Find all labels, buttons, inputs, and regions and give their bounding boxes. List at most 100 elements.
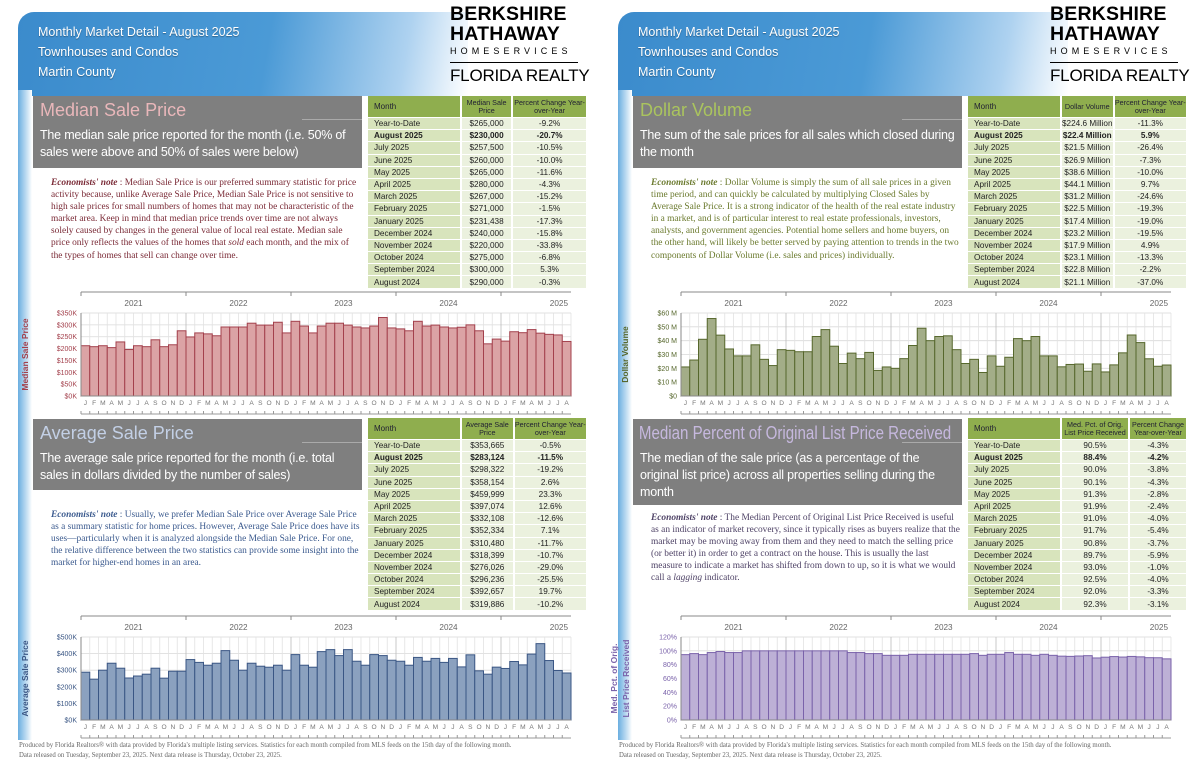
- month-label: A: [849, 724, 854, 731]
- bar: [448, 327, 458, 397]
- month-cell: February 2025: [368, 203, 460, 215]
- table-row: June 2025 $358,154 2.6%: [368, 476, 586, 488]
- column-header: Percent Change Year-over-Year: [1114, 96, 1186, 117]
- value-cell: $392,657: [462, 586, 513, 598]
- month-label: A: [1129, 724, 1134, 731]
- bar: [1039, 355, 1049, 397]
- bar: [785, 349, 796, 397]
- month-label: M: [823, 724, 829, 731]
- value-cell: 92.5%: [1062, 574, 1129, 586]
- bar: [378, 317, 388, 397]
- bar: [1109, 656, 1119, 721]
- table-row: May 2025 91.3% -2.8%: [968, 488, 1186, 500]
- bar: [1161, 364, 1172, 397]
- table-row: October 2024 $275,000 -6.8%: [368, 252, 586, 264]
- bar: [750, 650, 761, 721]
- month-label: S: [963, 400, 968, 407]
- table-row: August 2024 $21.1 Million -37.0%: [968, 276, 1186, 288]
- bar: [500, 667, 511, 721]
- month-cell: Year-to-Date: [968, 118, 1060, 130]
- bar: [133, 345, 143, 397]
- month-label: M: [310, 724, 316, 731]
- y-tick-label: $100K: [57, 701, 78, 708]
- y-tick-label: $400K: [57, 651, 78, 658]
- month-label: F: [797, 724, 801, 731]
- month-label: S: [468, 400, 473, 407]
- month-label: O: [1077, 400, 1082, 407]
- month-label: A: [354, 400, 359, 407]
- bar: [1091, 363, 1102, 397]
- month-label: M: [910, 724, 916, 731]
- y-tick-label: $250K: [57, 334, 78, 341]
- y-tick-label: $0K: [65, 394, 78, 401]
- bar: [978, 654, 988, 721]
- month-label: J: [1147, 400, 1150, 407]
- month-cell: December 2024: [368, 549, 460, 561]
- month-label: D: [389, 724, 394, 731]
- note-text: : Median Sale Price is our preferred sum…: [51, 178, 357, 249]
- month-label: J: [294, 724, 297, 731]
- bar: [969, 358, 979, 397]
- logo-line-2: HATHAWAY: [450, 23, 560, 45]
- month-label: J: [504, 724, 507, 731]
- bar: [1039, 653, 1049, 721]
- table-row: August 2024 $319,886 -10.2%: [368, 598, 586, 610]
- month-label: F: [797, 400, 801, 407]
- table-header-row: Month Average Sale Price Percent Change Ye…: [368, 418, 586, 439]
- table-row: March 2025 $31.2 Million -24.6%: [968, 191, 1186, 203]
- bar: [1013, 653, 1023, 721]
- month-label: J: [337, 724, 340, 731]
- month-label: F: [407, 724, 411, 731]
- month-label: M: [1033, 724, 1039, 731]
- change-cell: 19.7%: [514, 586, 586, 598]
- bar: [1100, 371, 1111, 397]
- column-header: Month: [968, 96, 1060, 117]
- table-row: December 2024 $23.2 Million -19.5%: [968, 227, 1186, 239]
- value-cell: $298,322: [462, 464, 513, 476]
- change-cell: -10.0%: [1114, 166, 1186, 178]
- bar: [526, 653, 537, 721]
- month-label: A: [709, 724, 714, 731]
- month-label: M: [433, 400, 439, 407]
- table-row: April 2025 $397,074 12.6%: [368, 500, 586, 513]
- bar: [768, 365, 778, 397]
- bar: [1126, 655, 1137, 721]
- value-cell: $283,124: [462, 452, 513, 464]
- bar: [1118, 656, 1128, 721]
- table-row: July 2025 $257,500 -10.5%: [368, 142, 586, 154]
- month-label: M: [205, 724, 211, 731]
- bar: [491, 338, 502, 397]
- bar: [951, 653, 962, 721]
- bar: [715, 334, 726, 397]
- y-tick-label: $20 M: [658, 366, 678, 373]
- footer-line-1: Produced by Florida Realtors® with data …: [19, 742, 512, 749]
- month-cell: May 2025: [368, 488, 460, 500]
- note-text-end: indicator.: [702, 573, 740, 584]
- logo-divider: [1050, 62, 1178, 63]
- value-cell: 93.0%: [1062, 561, 1129, 574]
- bar: [829, 650, 839, 721]
- y-axis-label: Median Sale Price: [20, 318, 30, 391]
- value-cell: $23.1 Million: [1062, 252, 1113, 264]
- month-cell: October 2024: [968, 252, 1060, 264]
- bar: [386, 659, 397, 721]
- month-cell: April 2025: [968, 178, 1060, 191]
- footer-note: Produced by Florida Realtors® with data …: [619, 741, 1111, 760]
- month-label: M: [910, 400, 916, 407]
- bar: [378, 655, 388, 721]
- month-label: J: [1104, 400, 1107, 407]
- y-tick-label: $30 M: [658, 352, 678, 359]
- month-label: M: [520, 724, 526, 731]
- month-label: D: [779, 724, 784, 731]
- month-label: O: [972, 400, 977, 407]
- table-row: Year-to-Date $265,000 -9.2%: [368, 118, 586, 130]
- logo-line-1: BERKSHIRE: [1050, 3, 1167, 25]
- bar: [741, 650, 752, 721]
- footer-line-1: Produced by Florida Realtors® with data …: [619, 742, 1112, 749]
- y-tick-label: $500K: [57, 635, 78, 642]
- month-label: M: [310, 400, 316, 407]
- month-label: M: [1033, 400, 1039, 407]
- month-label: F: [197, 400, 201, 407]
- change-cell: -4.3%: [513, 178, 586, 191]
- table-row: October 2024 $23.1 Million -13.3%: [968, 252, 1186, 264]
